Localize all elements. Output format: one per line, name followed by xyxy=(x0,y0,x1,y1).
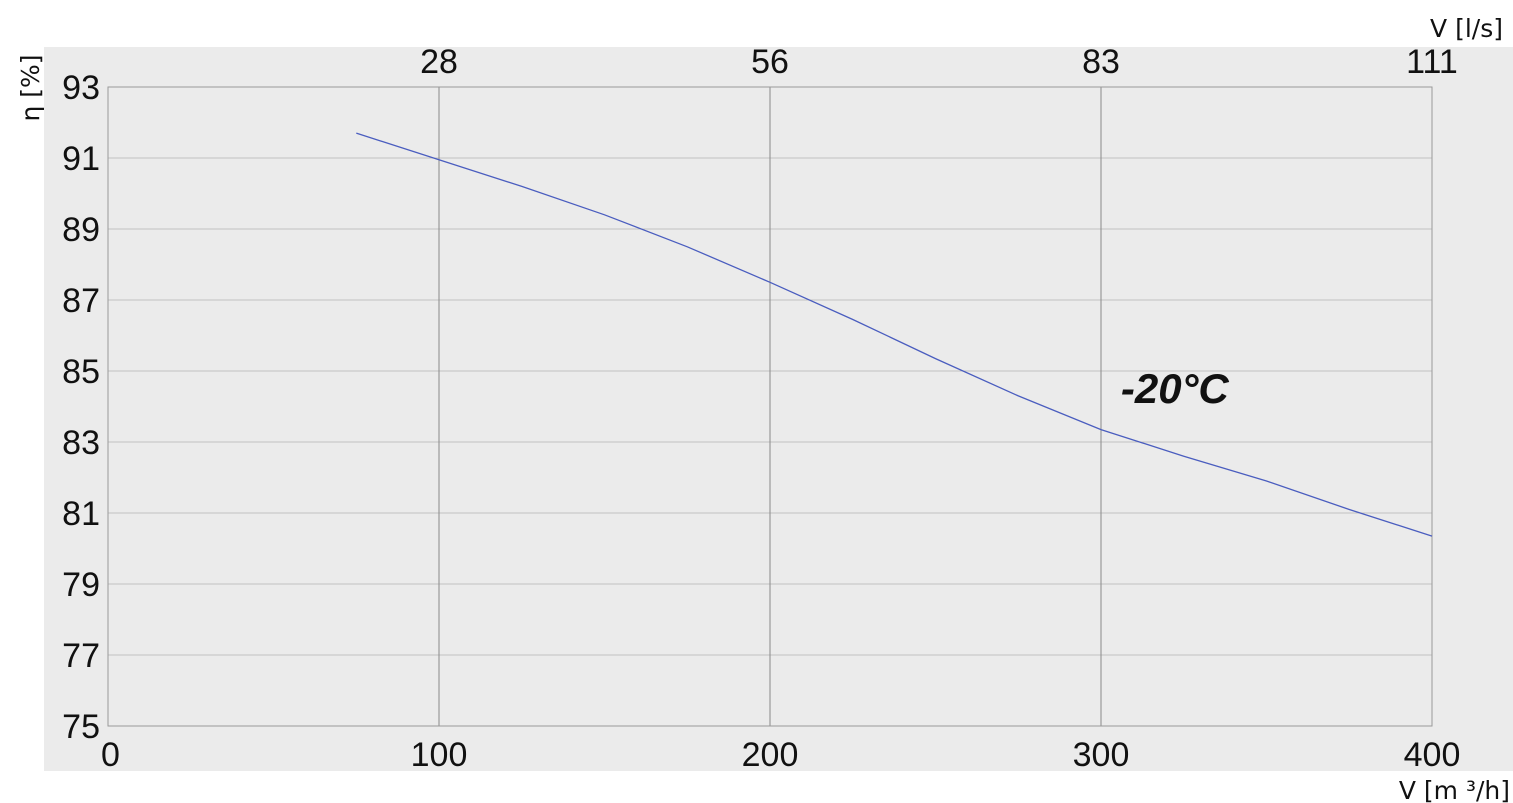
y-tick-label: 87 xyxy=(62,282,100,320)
y-tick-label: 93 xyxy=(62,69,100,107)
x-tick-label: 300 xyxy=(1073,736,1130,774)
x-tick-label: 200 xyxy=(742,736,799,774)
y-tick-label: 79 xyxy=(62,566,100,604)
y-tick-label: 91 xyxy=(62,140,100,178)
x2-tick-label: 28 xyxy=(420,43,458,81)
x2-axis-label: V [l/s] xyxy=(1430,14,1503,43)
x2-tick-label: 111 xyxy=(1406,43,1458,81)
series-layer xyxy=(356,132,1433,537)
chart-background xyxy=(44,47,1513,771)
x-axis-label: V [m ³/h] xyxy=(1399,776,1510,803)
y-tick-label: 83 xyxy=(62,424,100,462)
y-tick-label: 81 xyxy=(62,495,100,533)
plot-frame xyxy=(107,86,1433,727)
y-tick-label: 77 xyxy=(62,637,100,675)
grid-lines xyxy=(108,87,1432,726)
y-tick-label: 75 xyxy=(62,708,100,746)
y-tick-label: 85 xyxy=(62,353,100,391)
x2-tick-label: 56 xyxy=(751,43,789,81)
y-axis-label: η [%] xyxy=(16,54,45,121)
x-tick-label: 400 xyxy=(1404,736,1461,774)
series-line-0 xyxy=(356,132,1433,537)
x-tick-label: 100 xyxy=(411,736,468,774)
tick-labels: 75 77 79 81 83 85 87 89 91 93 0 100 200 300 400 28 56 83 1… xyxy=(62,43,1460,774)
x2-tick-label: 83 xyxy=(1082,43,1120,81)
temperature-annotation: -20°C xyxy=(1121,365,1229,412)
x-tick-label: 0 xyxy=(101,736,120,774)
y-tick-label: 89 xyxy=(62,211,100,249)
